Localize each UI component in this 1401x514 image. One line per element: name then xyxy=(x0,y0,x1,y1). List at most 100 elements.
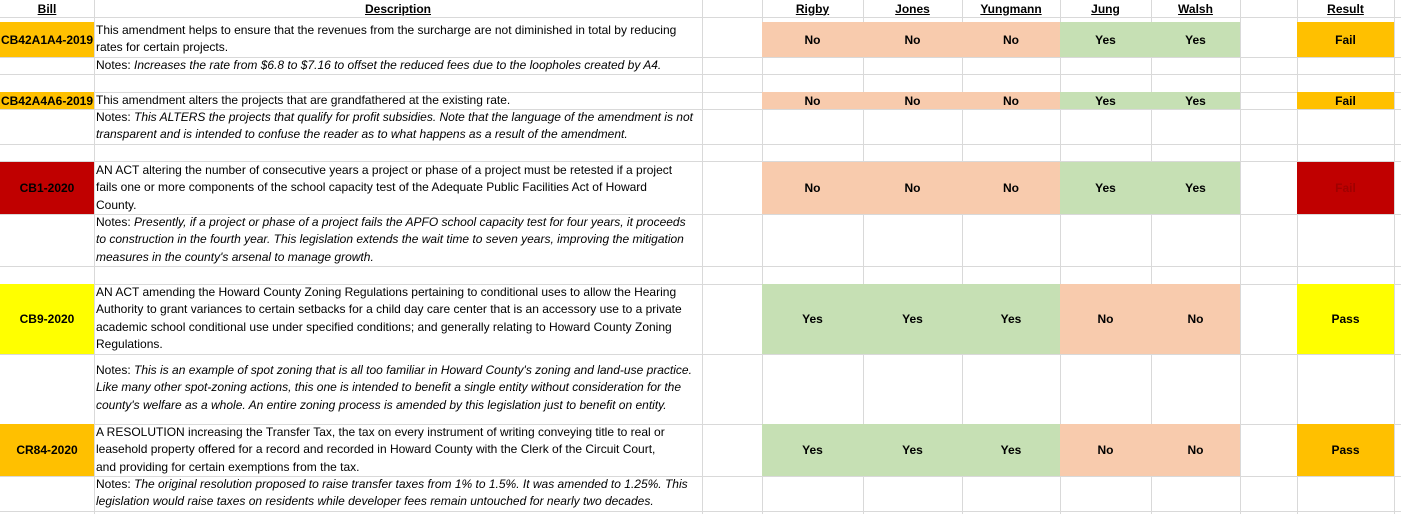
vote-rigby: No xyxy=(762,92,863,109)
vote-yungmann: Yes xyxy=(962,424,1060,476)
gridline xyxy=(762,0,763,514)
header-result: Result xyxy=(1327,1,1364,16)
notes-cell: Notes: Presently, if a project or phase … xyxy=(96,214,702,266)
gridline xyxy=(863,0,864,514)
notes-label: Notes: xyxy=(96,58,135,72)
gridline xyxy=(1151,0,1152,514)
header-yungmann: Yungmann xyxy=(980,1,1042,16)
notes-text: The original resolution proposed to rais… xyxy=(134,477,688,491)
bill-cell: CB42A4A6-2019 xyxy=(0,92,94,109)
gridline xyxy=(0,92,1401,93)
gridline xyxy=(0,109,1401,110)
header-description: Description xyxy=(364,1,431,16)
notes-label: Notes: xyxy=(96,110,135,124)
description-line: and providing for certain exemptions fro… xyxy=(96,459,360,474)
notes-line: Notes: Increases the rate from $6.8 to $… xyxy=(96,57,702,74)
notes-line: Notes: Presently, if a project or phase … xyxy=(96,214,702,231)
vote-walsh: Yes xyxy=(1151,22,1240,57)
gridline xyxy=(0,424,1401,425)
bill-cell: CB9-2020 xyxy=(0,284,94,354)
notes-cell: Notes: Increases the rate from $6.8 to $… xyxy=(96,57,702,74)
description-line: Authority to grant variances to certain … xyxy=(96,302,682,317)
vote-walsh: No xyxy=(1151,284,1240,354)
description-line: A RESOLUTION increasing the Transfer Tax… xyxy=(96,425,665,439)
vote-jung: No xyxy=(1060,424,1151,476)
result-cell: Fail xyxy=(1297,162,1394,214)
notes-label: Notes: xyxy=(96,477,135,491)
description-line: This amendment helps to ensure that the … xyxy=(96,23,677,37)
vote-rigby: Yes xyxy=(762,284,863,354)
bill-cell: CB1-2020 xyxy=(0,162,94,214)
gridline xyxy=(0,74,1401,75)
vote-rigby: No xyxy=(762,162,863,214)
vote-yungmann: No xyxy=(962,162,1060,214)
notes-cell: Notes: This ALTERS the projects that qua… xyxy=(96,109,702,144)
gridline xyxy=(702,0,703,514)
description-cell: AN ACT altering the number of consecutiv… xyxy=(96,162,702,214)
vote-walsh: Yes xyxy=(1151,162,1240,214)
notes-line: Notes: This ALTERS the projects that qua… xyxy=(96,109,702,126)
gridline xyxy=(94,0,95,514)
gridline xyxy=(962,0,963,514)
notes-text: Like many other spot-zoning actions, thi… xyxy=(96,380,682,395)
header-rigby: Rigby xyxy=(795,1,830,16)
vote-rigby: Yes xyxy=(762,424,863,476)
notes-cell: Notes: The original resolution proposed … xyxy=(96,476,702,511)
gridline xyxy=(0,144,1401,145)
description-line: County. xyxy=(96,197,137,212)
gridline xyxy=(0,161,1401,162)
notes-text: This is an example of spot zoning that i… xyxy=(134,363,692,377)
vote-walsh: No xyxy=(1151,424,1240,476)
gridline xyxy=(1394,0,1395,514)
description-cell: This amendment helps to ensure that the … xyxy=(96,22,702,57)
notes-label: Notes: xyxy=(96,215,135,229)
vote-jung: Yes xyxy=(1060,22,1151,57)
notes-line: Notes: This is an example of spot zoning… xyxy=(96,362,702,379)
vote-rigby: No xyxy=(762,22,863,57)
vote-yungmann: Yes xyxy=(962,284,1060,354)
vote-jones: Yes xyxy=(863,424,962,476)
notes-label: Notes: xyxy=(96,363,135,377)
description-line: fails one or more components of the scho… xyxy=(96,180,647,195)
vote-walsh: Yes xyxy=(1151,92,1240,109)
notes-text: measures in the county's arsenal to mana… xyxy=(96,249,374,264)
header-walsh: Walsh xyxy=(1178,1,1213,16)
vote-jones: No xyxy=(863,22,962,57)
vote-jung: Yes xyxy=(1060,92,1151,109)
gridline xyxy=(0,476,1401,477)
description-cell: This amendment alters the projects that … xyxy=(96,92,702,109)
notes-line: Notes: The original resolution proposed … xyxy=(96,476,702,493)
vote-yungmann: No xyxy=(962,92,1060,109)
vote-jones: No xyxy=(863,162,962,214)
gridline xyxy=(0,354,1401,355)
description-line: academic school conditional use under sp… xyxy=(96,319,672,334)
notes-text: Increases the rate from $6.8 to $7.16 to… xyxy=(134,58,662,72)
gridline xyxy=(1297,0,1298,514)
result-cell: Fail xyxy=(1297,22,1394,57)
description-cell: A RESOLUTION increasing the Transfer Tax… xyxy=(96,424,702,476)
gridline xyxy=(0,284,1401,285)
gridline xyxy=(1240,0,1241,514)
description-line: Regulations. xyxy=(96,337,163,352)
header-bill: Bill xyxy=(37,1,57,16)
result-cell: Pass xyxy=(1297,424,1394,476)
notes-text: legislation would raise taxes on residen… xyxy=(96,494,654,509)
vote-jung: Yes xyxy=(1060,162,1151,214)
vote-yungmann: No xyxy=(962,22,1060,57)
description-cell: AN ACT amending the Howard County Zoning… xyxy=(96,284,702,354)
gridline xyxy=(0,511,1401,512)
description-line: AN ACT altering the number of consecutiv… xyxy=(96,163,673,177)
bill-cell: CR84-2020 xyxy=(0,424,94,476)
gridline xyxy=(0,57,1401,58)
description-line: This amendment alters the projects that … xyxy=(96,93,511,107)
bill-cell: CB42A1A4-2019 xyxy=(0,22,94,57)
notes-text: This ALTERS the projects that qualify fo… xyxy=(134,110,693,124)
notes-text: county's welfare as a whole. An entire z… xyxy=(96,397,667,412)
result-cell: Fail xyxy=(1297,92,1394,109)
gridline xyxy=(0,214,1401,215)
notes-text: to construction in the fourth year. This… xyxy=(96,232,684,247)
gridline xyxy=(0,17,1401,18)
notes-text: Presently, if a project or phase of a pr… xyxy=(134,215,686,229)
vote-jones: Yes xyxy=(863,284,962,354)
